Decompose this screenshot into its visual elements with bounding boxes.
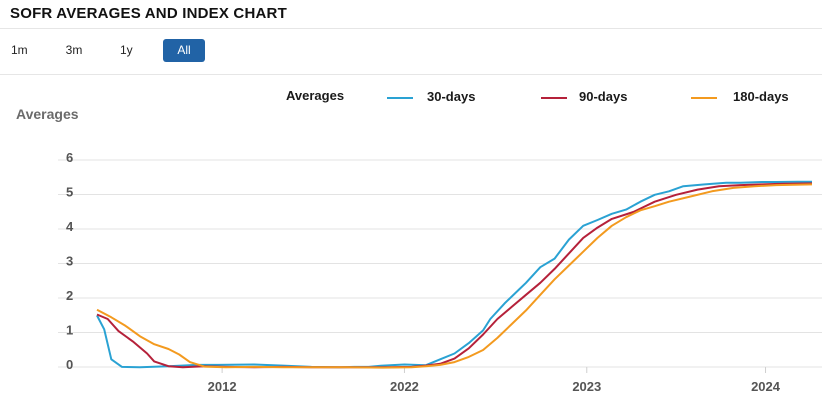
title-divider [0,28,822,29]
y-tick-label: 2 [66,288,73,303]
series-line-180-days[interactable] [96,183,813,369]
series-line-30-days[interactable] [96,180,812,369]
legend-item-180-days[interactable]: 180-days [733,89,789,104]
range-button-1y[interactable]: 1y [120,43,133,57]
legend-title: Averages [286,88,345,103]
legend-swatch-180-days [691,97,717,99]
range-button-all[interactable]: All [163,39,205,62]
x-tick-label: 2023 [572,379,601,394]
y-tick-label: 3 [66,254,73,269]
legend-swatch-30-days [387,97,413,99]
y-tick-label: 6 [66,150,73,165]
y-tick-label: 4 [66,219,74,234]
legend-item-30-days[interactable]: 30-days [427,89,476,104]
range-button-3m[interactable]: 3m [65,43,83,57]
y-axis-label: Averages [16,106,79,122]
chart-title: SOFR AVERAGES AND INDEX CHART [10,5,287,22]
toolbar-divider [0,74,822,75]
x-tick-label: 2022 [390,379,419,394]
range-button-1m[interactable]: 1m [11,43,28,57]
y-tick-label: 1 [66,323,73,338]
x-tick-label: 2012 [208,379,237,394]
y-tick-label: 5 [66,185,73,200]
x-tick-label: 2024 [751,379,781,394]
legend-swatch-90-days [541,97,567,99]
legend-item-90-days[interactable]: 90-days [579,89,628,104]
y-tick-label: 0 [66,357,73,372]
series-line-90-days[interactable] [96,182,813,369]
